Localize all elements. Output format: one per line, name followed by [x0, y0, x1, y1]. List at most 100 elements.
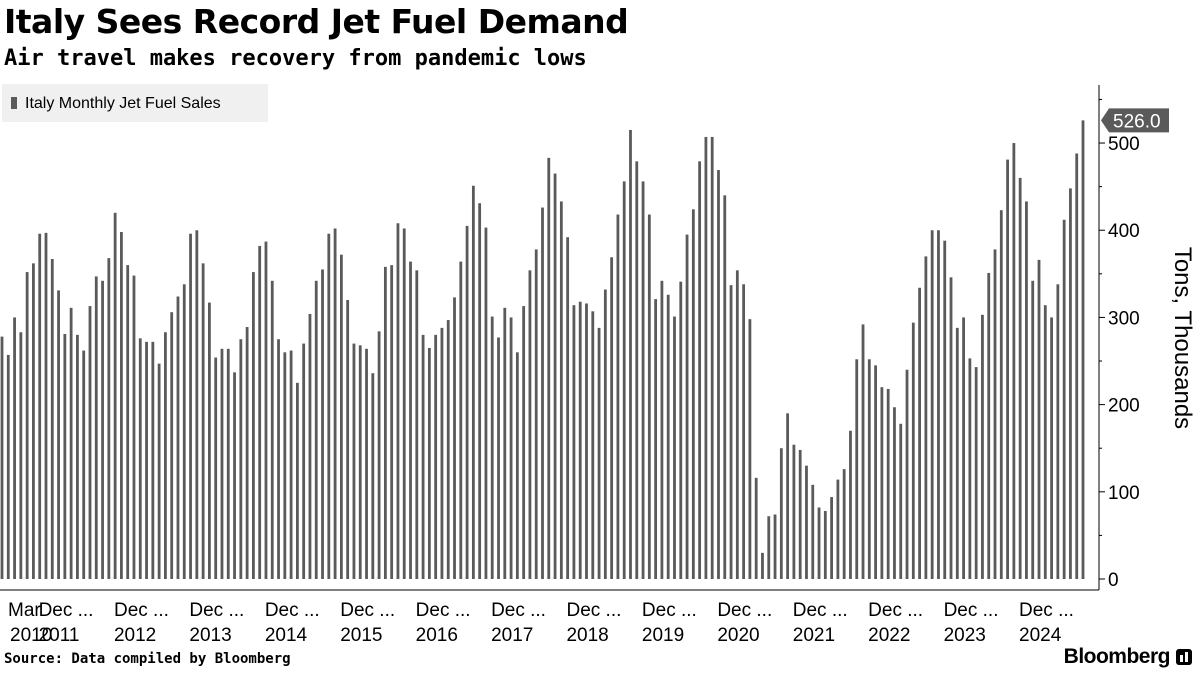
bar	[1056, 284, 1060, 579]
bar	[698, 161, 702, 579]
bar	[597, 327, 601, 579]
bar	[930, 230, 934, 580]
x-tick-label-year: 2022	[868, 625, 910, 646]
bar	[968, 358, 972, 579]
bar	[120, 231, 123, 579]
bar	[358, 345, 362, 579]
bar	[69, 307, 73, 579]
bloomberg-chart-icon	[1176, 649, 1192, 665]
x-tick-label-month: Dec ...	[39, 600, 94, 621]
bar	[937, 230, 940, 580]
bar	[440, 327, 444, 579]
bar	[999, 210, 1003, 580]
bar	[145, 341, 148, 579]
x-tick-label-year: 2024	[1019, 625, 1062, 646]
bar	[528, 270, 532, 579]
bar	[195, 230, 199, 580]
bar	[729, 285, 733, 579]
x-tick-label-year: 2013	[189, 625, 231, 646]
bar	[88, 306, 92, 579]
bar	[767, 516, 771, 579]
legend-box	[2, 84, 268, 122]
bar	[107, 258, 111, 579]
bar	[955, 327, 959, 579]
bar	[761, 552, 764, 579]
bar	[666, 294, 670, 579]
bar	[924, 256, 928, 579]
bar	[220, 348, 224, 579]
bar	[773, 514, 777, 579]
bar	[497, 337, 500, 579]
bar	[459, 261, 463, 579]
bar	[484, 227, 488, 580]
y-tick-label: 400	[1108, 221, 1140, 242]
bar	[509, 317, 513, 579]
bar	[377, 331, 381, 579]
bar	[164, 332, 167, 579]
bar	[635, 161, 639, 579]
bar	[610, 257, 614, 579]
x-tick-label-year: 2021	[793, 625, 835, 646]
bar	[786, 413, 790, 579]
x-tick-label-month: Dec ...	[642, 600, 697, 621]
x-tick-label-month: Dec ...	[1019, 600, 1074, 621]
bars-group	[0, 120, 1085, 580]
bar	[823, 510, 827, 579]
bar	[13, 317, 16, 579]
bar	[50, 259, 54, 579]
bar	[94, 276, 98, 579]
bar	[842, 469, 846, 579]
bar	[905, 369, 909, 579]
bar	[660, 280, 664, 579]
bar	[1050, 317, 1053, 579]
bar	[754, 477, 758, 579]
bar	[258, 245, 262, 580]
bar	[572, 305, 576, 579]
y-tick-label: 0	[1108, 570, 1119, 591]
bar	[1062, 219, 1066, 579]
bar	[566, 237, 570, 579]
x-tick-label-year: 2015	[340, 625, 382, 646]
bar	[201, 263, 205, 579]
bar	[874, 365, 877, 579]
bar	[503, 307, 507, 579]
bar	[691, 209, 695, 580]
bar	[748, 319, 752, 579]
bar	[453, 297, 456, 579]
bar	[1012, 143, 1016, 580]
bar	[0, 336, 4, 579]
bar	[170, 312, 174, 579]
bar	[327, 233, 331, 579]
bar	[629, 129, 632, 579]
bar	[314, 280, 318, 579]
bar	[710, 136, 714, 579]
bar	[654, 299, 658, 579]
y-axis-label: Tons, Thousands	[1169, 247, 1196, 429]
bar	[182, 284, 186, 579]
bar	[32, 263, 35, 579]
y-tick-label: 100	[1108, 483, 1140, 504]
x-tick-label-month: Dec ...	[717, 600, 772, 621]
source-note: Source: Data compiled by Bloomberg	[4, 651, 291, 667]
bar	[1031, 280, 1035, 579]
x-tick-label-month: Dec ...	[265, 600, 320, 621]
bar	[880, 387, 884, 579]
x-tick-label-year: 2019	[642, 625, 684, 646]
x-tick-label-month: Dec ...	[868, 600, 923, 621]
bar	[886, 388, 890, 579]
bar	[490, 316, 494, 579]
bar	[993, 249, 997, 579]
x-tick-label-month: Mar	[8, 600, 41, 621]
bar	[176, 296, 180, 579]
bar	[208, 302, 211, 579]
bar	[151, 341, 155, 579]
bar	[1025, 201, 1028, 579]
bar	[534, 249, 538, 579]
bar	[616, 214, 620, 579]
bar	[427, 347, 431, 579]
bar	[233, 372, 236, 579]
bar	[264, 241, 268, 579]
bar	[383, 266, 387, 579]
bar	[723, 195, 727, 579]
